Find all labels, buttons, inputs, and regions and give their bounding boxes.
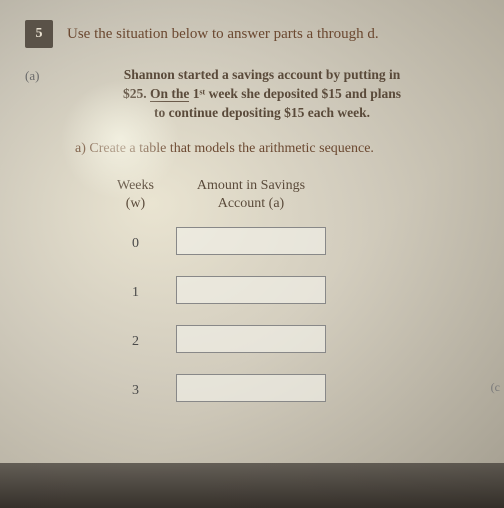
amount-input-3[interactable] (176, 374, 326, 402)
col2-line2: Account (a) (218, 196, 284, 211)
col1-line2: (w) (126, 196, 145, 211)
question-header: 5 Use the situation below to answer part… (25, 20, 479, 48)
week-cell: 3 (105, 366, 166, 415)
bottom-edge (0, 463, 504, 508)
problem-line-1: Shannon started a savings account by put… (124, 67, 400, 82)
week-cell: 0 (105, 219, 166, 268)
problem-block: (a) Shannon started a savings account by… (25, 66, 479, 123)
problem-statement: Shannon started a savings account by put… (75, 66, 449, 123)
amount-cell (166, 317, 336, 366)
amount-input-1[interactable] (176, 276, 326, 304)
table-header-row: Weeks (w) Amount in Savings Account (a) (105, 171, 336, 219)
col2-line1: Amount in Savings (197, 178, 305, 193)
problem-line-2-rest: 1ˢᵗ week she deposited $15 and plans (189, 86, 401, 101)
worksheet-page: 5 Use the situation below to answer part… (0, 0, 504, 508)
amount-header: Amount in Savings Account (a) (166, 171, 336, 219)
side-marker: (c (491, 380, 500, 395)
amount-cell (166, 366, 336, 415)
table-row: 3 (105, 366, 336, 415)
table-container: Weeks (w) Amount in Savings Account (a) … (105, 171, 479, 415)
week-cell: 1 (105, 268, 166, 317)
part-label: (a) (25, 68, 39, 84)
amount-input-2[interactable] (176, 325, 326, 353)
col1-line1: Weeks (117, 178, 154, 193)
amount-input-0[interactable] (176, 227, 326, 255)
question-number: 5 (36, 26, 43, 42)
sequence-table: Weeks (w) Amount in Savings Account (a) … (105, 171, 336, 415)
week-cell: 2 (105, 317, 166, 366)
amount-cell (166, 219, 336, 268)
sub-part-instruction: a) Create a table that models the arithm… (75, 141, 479, 157)
amount-cell (166, 268, 336, 317)
table-body: 0 1 2 3 (105, 219, 336, 415)
weeks-header: Weeks (w) (105, 171, 166, 219)
table-row: 2 (105, 317, 336, 366)
main-instruction: Use the situation below to answer parts … (67, 26, 379, 43)
problem-line-3: to continue depositing $15 each week. (154, 105, 370, 120)
table-row: 1 (105, 268, 336, 317)
problem-line-2-underline: On the (150, 86, 189, 102)
question-number-badge: 5 (25, 20, 53, 48)
table-row: 0 (105, 219, 336, 268)
problem-line-2-prefix: $25. (123, 86, 150, 101)
